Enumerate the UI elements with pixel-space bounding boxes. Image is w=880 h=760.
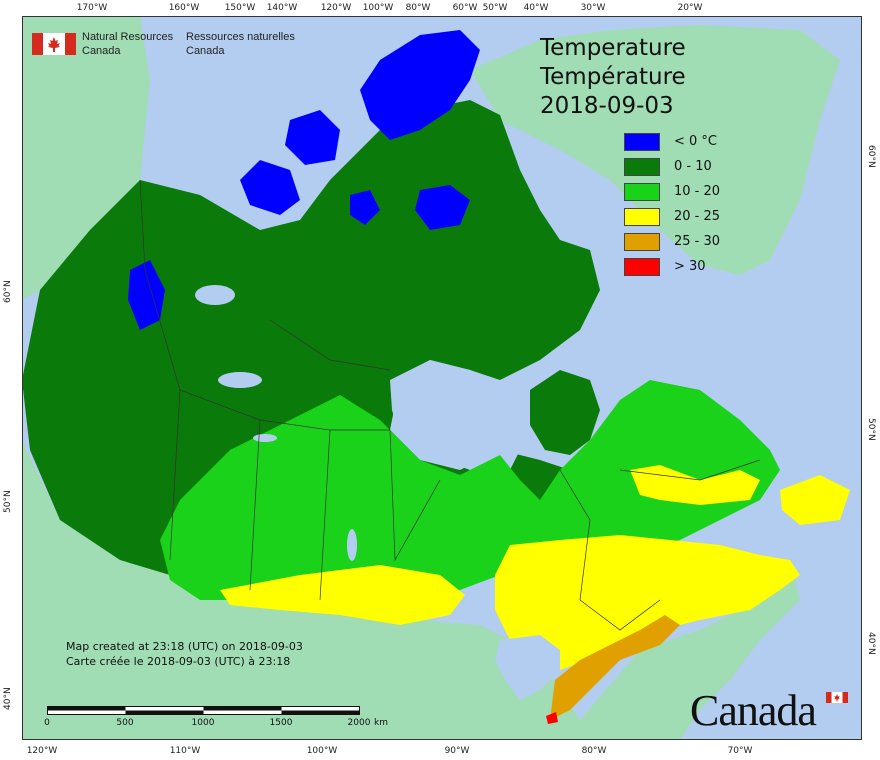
scale-label: 0 — [44, 718, 50, 728]
scale-label: 2000 — [347, 718, 371, 728]
great-slave-lake — [218, 372, 262, 388]
legend-label: < 0 °C — [674, 134, 718, 149]
map-credit: Map created at 23:18 (UTC) on 2018-09-03… — [66, 639, 303, 669]
graticule-label: 20°W — [677, 3, 703, 13]
graticule-label: 40°N — [866, 632, 876, 655]
scale-unit: km — [374, 718, 388, 728]
region-20-25-prairie — [220, 565, 465, 625]
legend-label: 0 - 10 — [674, 159, 712, 174]
legend-swatch — [624, 158, 660, 176]
region-below-0-ellesmere — [360, 30, 480, 140]
great-bear-lake — [195, 285, 235, 305]
graticule-label: 90°W — [444, 746, 470, 756]
title-french: Température — [540, 64, 686, 90]
region-25-30 — [550, 615, 680, 720]
scale-label: 500 — [116, 718, 134, 728]
scale-bar: 0 500 1000 1500 2000 km — [44, 703, 388, 728]
graticule-label: 30°W — [580, 3, 606, 13]
graticule-label: 120°W — [26, 746, 58, 756]
region-below-0-central — [285, 110, 340, 165]
graticule-label: 170°W — [76, 3, 108, 13]
graticule-label: 150°W — [224, 3, 256, 13]
region-0-10-quebec — [530, 370, 600, 455]
graticule-label: 120°W — [320, 3, 352, 13]
region-below-0-islands — [240, 160, 300, 215]
canada-wordmark: Canada — [690, 686, 817, 735]
region-over-30 — [546, 712, 558, 724]
title-english: Temperature — [540, 35, 686, 61]
graticule-label: 50°W — [482, 3, 508, 13]
legend-swatch — [624, 208, 660, 226]
provincial-borders — [139, 179, 761, 631]
agency-en-line1: Natural Resources — [82, 31, 174, 43]
credit-english: Map created at 23:18 (UTC) on 2018-09-03 — [66, 640, 303, 653]
agency-name-french: Ressources naturelles Canada — [186, 30, 295, 58]
title-date: 2018-09-03 — [540, 93, 674, 119]
region-below-0-baffin — [415, 185, 470, 230]
scale-label: 1000 — [191, 718, 215, 728]
legend-label: 20 - 25 — [674, 209, 721, 224]
legend-label: 10 - 20 — [674, 184, 721, 199]
usa-land — [22, 440, 800, 740]
wordmark-flag-icon — [826, 692, 848, 703]
map-title: Temperature Température 2018-09-03 — [540, 34, 686, 121]
graticule-label: 80°W — [405, 3, 431, 13]
agency-en-line2: Canada — [82, 45, 121, 57]
alaska-land — [22, 16, 150, 300]
graticule-label: 60°W — [452, 3, 478, 13]
graticule-label: 80°W — [581, 746, 607, 756]
region-below-0-bylot — [350, 190, 380, 225]
graticule-label: 160°W — [168, 3, 200, 13]
scale-bar-graphic — [47, 706, 360, 715]
canada-flag-icon — [32, 33, 76, 55]
graticule-label: 60°N — [866, 145, 876, 168]
graticule-label: 40°W — [523, 3, 549, 13]
region-20-25-east — [495, 535, 800, 670]
graticule-label: 100°W — [362, 3, 394, 13]
region-below-0-mountains — [128, 260, 165, 330]
graticule-label: 50°N — [3, 490, 13, 513]
graticule-label: 40°N — [3, 687, 13, 710]
agency-name-english: Natural Resources Canada — [82, 30, 173, 58]
graticule-label: 50°N — [866, 418, 876, 441]
region-20-25-maritimes — [780, 475, 850, 525]
legend-swatch — [624, 183, 660, 201]
graticule-label: 60°N — [3, 280, 13, 303]
legend-label: > 30 — [674, 259, 706, 274]
legend-swatch — [624, 233, 660, 251]
legend-swatch — [624, 258, 660, 276]
legend-swatch — [624, 133, 660, 151]
graticule-label: 100°W — [306, 746, 338, 756]
graticule-label: 70°W — [727, 746, 753, 756]
graticule-label: 140°W — [266, 3, 298, 13]
agency-fr-line1: Ressources naturelles — [186, 31, 295, 43]
lake-athabasca — [253, 434, 277, 442]
legend-label: 25 - 30 — [674, 234, 721, 249]
scale-label: 1500 — [269, 718, 293, 728]
lake-winnipeg — [347, 529, 357, 561]
graticule-label: 110°W — [169, 746, 201, 756]
great-lakes — [495, 635, 560, 700]
hudson-bay — [390, 360, 525, 470]
agency-fr-line2: Canada — [186, 45, 225, 57]
credit-french: Carte créée le 2018-09-03 (UTC) à 23:18 — [66, 655, 291, 668]
